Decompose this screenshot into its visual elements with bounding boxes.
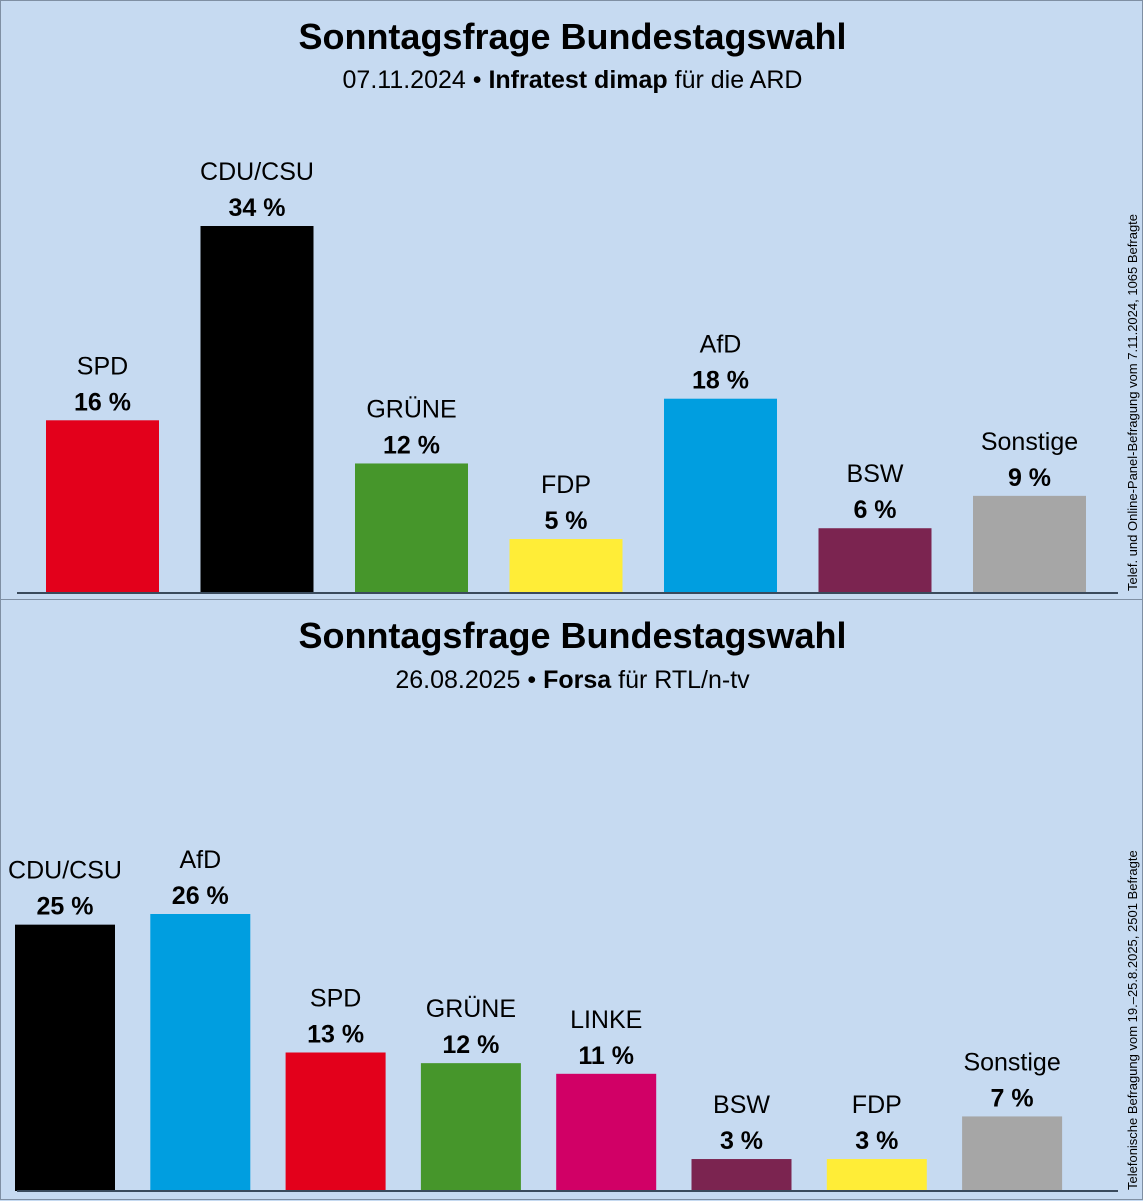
data-label: 3 % xyxy=(720,1127,763,1155)
category-label: Sonstige xyxy=(981,428,1078,456)
data-label: 11 % xyxy=(578,1042,634,1070)
data-label: 3 % xyxy=(855,1127,898,1155)
data-label: 16 % xyxy=(74,388,131,416)
subtitle-separator: • xyxy=(472,66,482,94)
data-label: 12 % xyxy=(442,1031,499,1059)
poll-date: 26.08.2025 xyxy=(395,666,521,694)
chart-subtitle: 26.08.2025 • Forsa für RTL/n-tv xyxy=(1,665,1143,695)
bar-bsw xyxy=(818,528,932,593)
bar-cdu-csu xyxy=(200,226,314,593)
category-label: BSW xyxy=(713,1091,770,1119)
poll-client: für RTL/n-tv xyxy=(618,666,750,694)
poll-client: für die ARD xyxy=(674,66,803,94)
category-label: AfD xyxy=(179,846,221,874)
poll-institute: Forsa xyxy=(543,666,612,694)
data-label: 26 % xyxy=(172,882,229,910)
bar-cdu-csu xyxy=(15,924,115,1191)
category-label: GRÜNE xyxy=(366,395,456,423)
data-label: 34 % xyxy=(229,194,286,222)
category-label: GRÜNE xyxy=(426,995,516,1023)
category-label: FDP xyxy=(541,471,591,499)
bar-chart-infratest: 16 % SPD 34 % CDU/CSU 12 % GRÜNE 5 % FDP 18 % AfD… xyxy=(17,158,1118,594)
data-label: 9 % xyxy=(1008,464,1051,492)
poll-institute: Infratest dimap xyxy=(488,66,668,94)
bar-bsw xyxy=(691,1159,792,1191)
data-label: 5 % xyxy=(544,507,587,535)
poll-panel-infratest: Sonntagsfrage Bundestagswahl 07.11.2024 … xyxy=(0,0,1143,600)
data-label: 7 % xyxy=(991,1084,1034,1112)
category-label: CDU/CSU xyxy=(8,857,122,885)
bar-afd xyxy=(150,914,251,1191)
subtitle-separator: • xyxy=(527,666,537,694)
data-label: 13 % xyxy=(307,1021,364,1049)
category-label: BSW xyxy=(847,460,904,488)
bar-chart-forsa: 25 % CDU/CSU 26 % AfD 13 % SPD 12 % GRÜNE 11 % LI… xyxy=(8,846,1118,1192)
category-label: LINKE xyxy=(570,1006,642,1034)
bar-spd xyxy=(46,420,159,593)
chart-title: Sonntagsfrage Bundestagswahl xyxy=(298,16,847,57)
category-label: CDU/CSU xyxy=(200,158,314,186)
category-label: SPD xyxy=(77,352,128,380)
bar-fdp xyxy=(509,539,623,593)
category-label: SPD xyxy=(310,985,361,1013)
bar-gr-ne xyxy=(420,1063,521,1191)
bar-sonstige xyxy=(973,495,1086,593)
category-label: AfD xyxy=(700,331,742,359)
category-label: Sonstige xyxy=(963,1048,1060,1076)
chart-subtitle: 07.11.2024 • Infratest dimap für die ARD xyxy=(1,65,1143,95)
data-label: 6 % xyxy=(853,496,896,524)
bar-sonstige xyxy=(962,1116,1063,1191)
data-label: 18 % xyxy=(692,367,749,395)
bar-afd xyxy=(664,398,777,593)
bar-fdp xyxy=(826,1159,927,1191)
poll-date: 07.11.2024 xyxy=(342,66,466,94)
bar-linke xyxy=(556,1073,657,1191)
bar-spd xyxy=(285,1052,386,1191)
bar-gr-ne xyxy=(355,463,468,593)
data-label: 12 % xyxy=(383,431,440,459)
chart-title: Sonntagsfrage Bundestagswahl xyxy=(298,615,847,656)
poll-panel-forsa: Sonntagsfrage Bundestagswahl 26.08.2025 … xyxy=(0,599,1143,1200)
category-label: FDP xyxy=(852,1091,902,1119)
data-label: 25 % xyxy=(37,893,94,921)
